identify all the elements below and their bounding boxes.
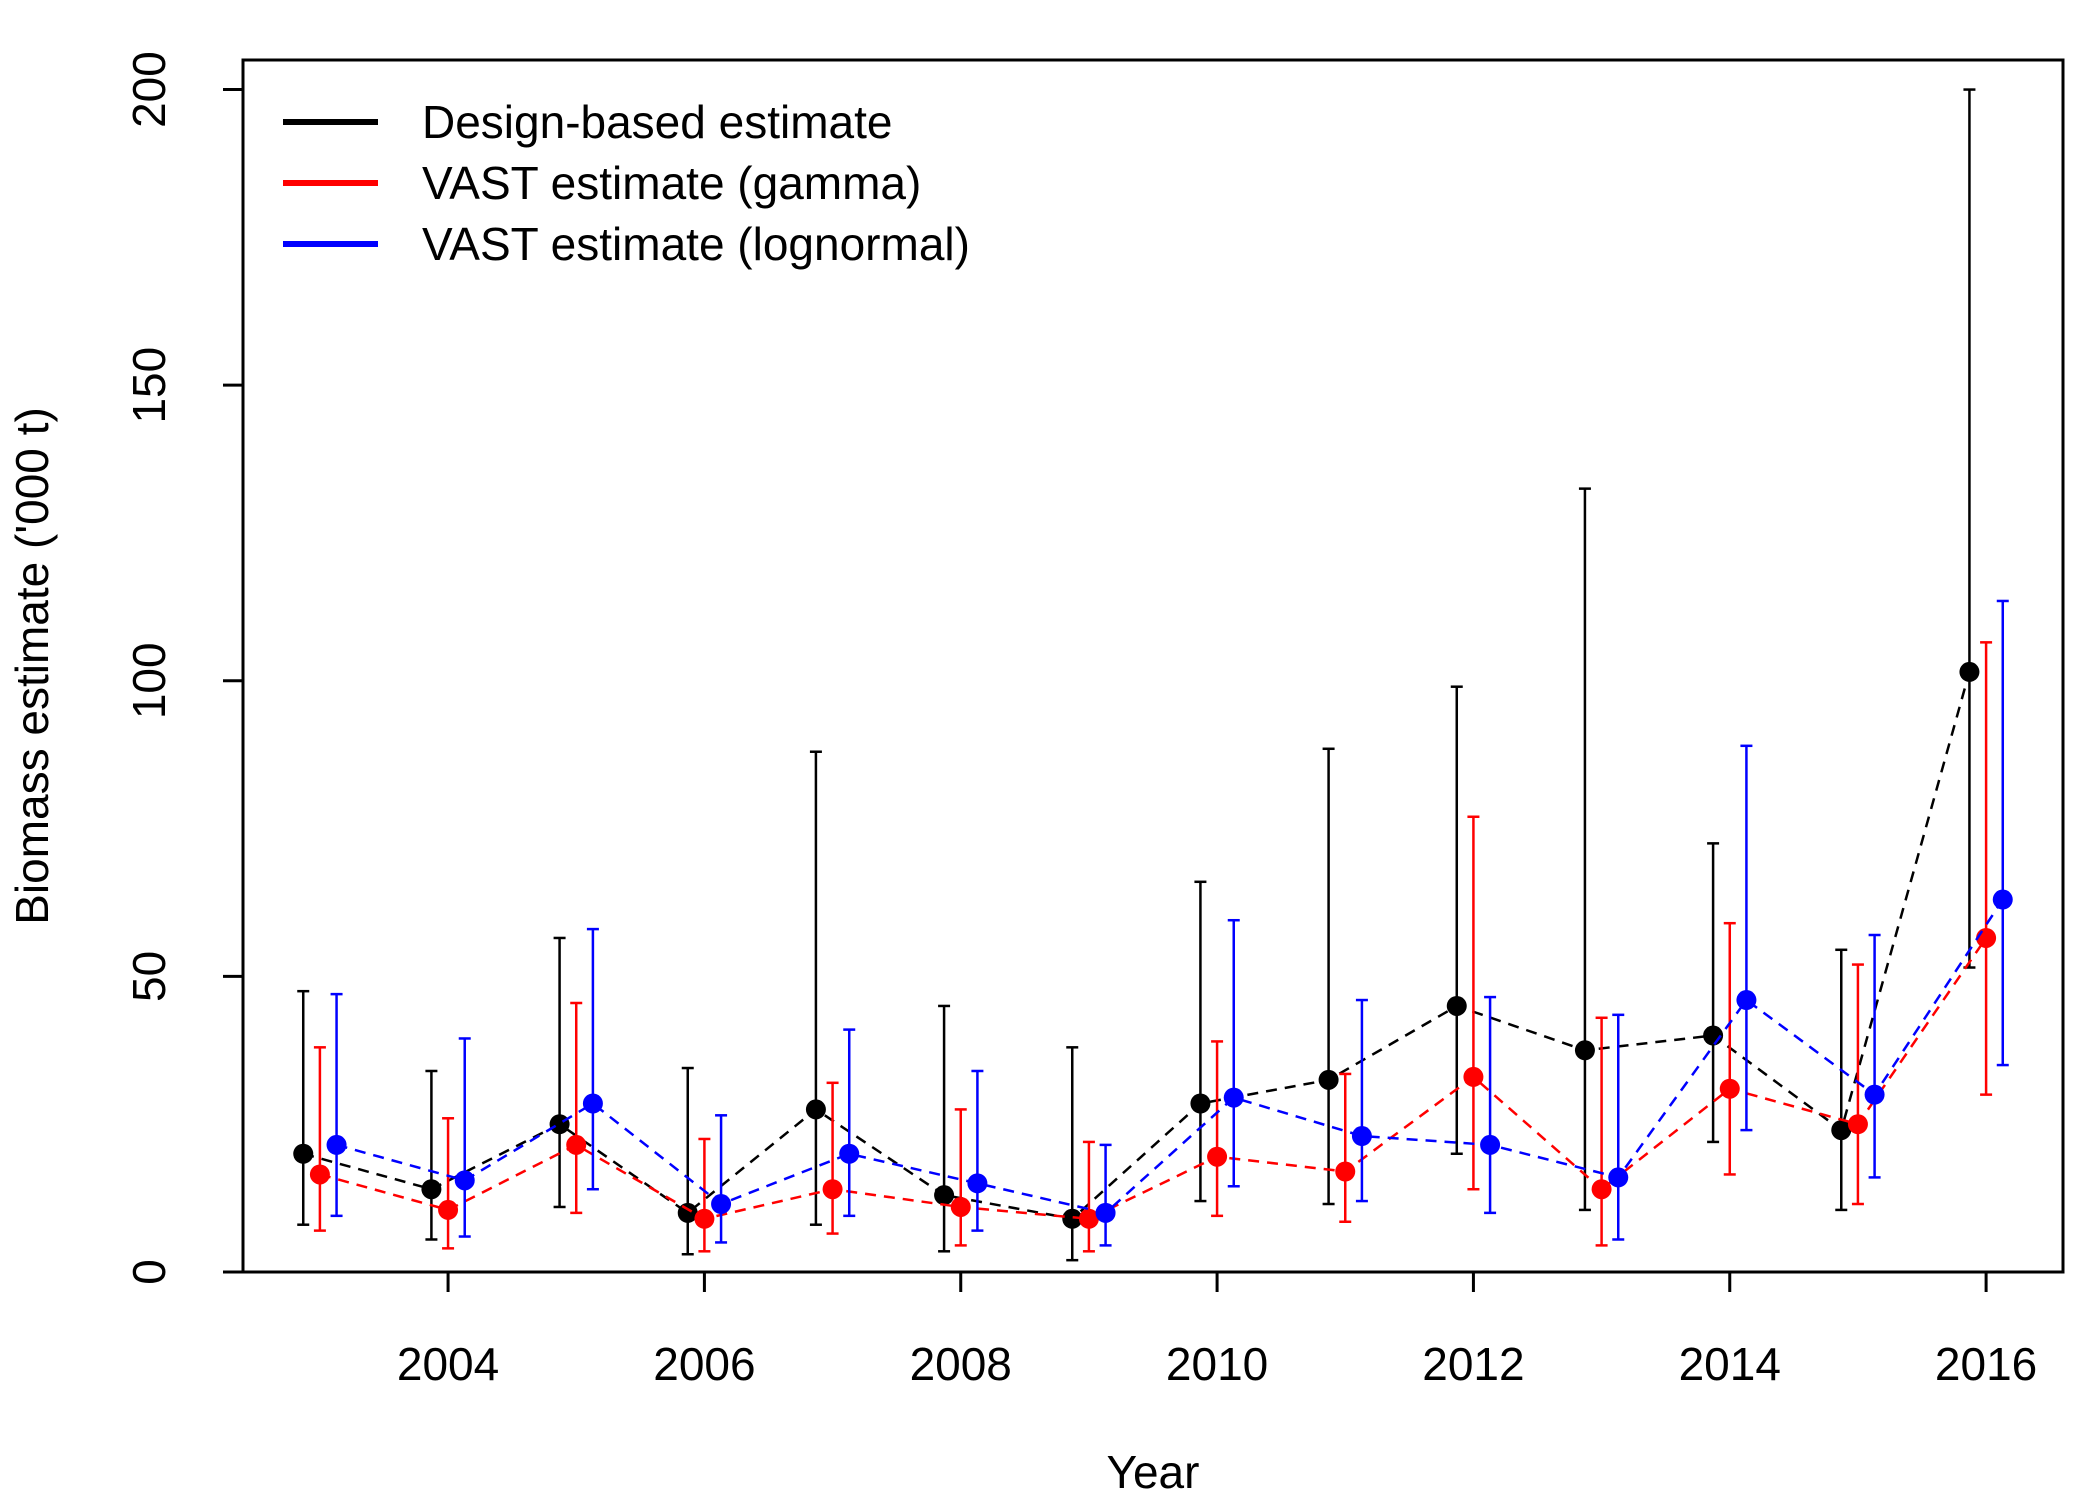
x-tick-label: 2008	[910, 1338, 1012, 1390]
data-point	[1463, 1066, 1484, 1087]
series-line	[336, 898, 2004, 1215]
y-axis: 0 50 100 150 200	[123, 51, 245, 1285]
series-2	[309, 641, 1997, 1253]
data-point	[822, 1179, 843, 1200]
data-point	[694, 1208, 715, 1229]
series-layer	[293, 88, 2013, 1262]
x-axis-title: Year	[1107, 1446, 1200, 1498]
legend: Design-based estimate VAST estimate (gamm…	[283, 96, 970, 270]
legend-label: Design-based estimate	[422, 96, 892, 148]
data-point	[967, 1173, 988, 1194]
data-point	[1608, 1167, 1629, 1188]
data-point	[1095, 1202, 1116, 1223]
x-tick-label: 2006	[653, 1338, 755, 1390]
data-point	[549, 1114, 570, 1135]
data-point	[1351, 1126, 1372, 1147]
data-point	[1574, 1040, 1595, 1061]
data-point	[1847, 1114, 1868, 1135]
data-point	[1992, 889, 2013, 910]
series-3	[326, 599, 2013, 1247]
x-tick-label: 2016	[1935, 1338, 2037, 1390]
data-point	[1446, 995, 1467, 1016]
data-point	[326, 1134, 347, 1155]
legend-label: VAST estimate (lognormal)	[422, 218, 970, 270]
y-tick-label: 200	[123, 51, 175, 128]
x-tick-label: 2012	[1422, 1338, 1524, 1390]
data-point	[1976, 927, 1997, 948]
data-point	[1719, 1078, 1740, 1099]
series-1	[293, 88, 1980, 1262]
y-axis-title: Biomass estimate ('000 t)	[6, 407, 58, 925]
data-point	[293, 1143, 314, 1164]
data-point	[1831, 1120, 1852, 1141]
series-line	[319, 937, 1988, 1221]
y-tick-label: 0	[123, 1259, 175, 1285]
data-point	[934, 1185, 955, 1206]
data-point	[1207, 1146, 1228, 1167]
data-point	[839, 1143, 860, 1164]
data-point	[1736, 990, 1757, 1011]
data-point	[309, 1164, 330, 1185]
data-point	[566, 1134, 587, 1155]
x-axis: 2004 2006 2008 2010 2012 2014 2016	[397, 1270, 2037, 1390]
data-point	[1864, 1084, 1885, 1105]
data-point	[421, 1179, 442, 1200]
x-tick-label: 2014	[1679, 1338, 1781, 1390]
data-point	[1078, 1208, 1099, 1229]
series-line	[302, 671, 1971, 1221]
data-point	[1959, 661, 1980, 682]
y-tick-label: 150	[123, 347, 175, 424]
data-point	[1480, 1134, 1501, 1155]
data-point	[1190, 1093, 1211, 1114]
data-point	[582, 1093, 603, 1114]
x-tick-label: 2010	[1166, 1338, 1268, 1390]
x-tick-label: 2004	[397, 1338, 499, 1390]
data-point	[1335, 1161, 1356, 1182]
data-point	[438, 1199, 459, 1220]
data-point	[677, 1202, 698, 1223]
y-tick-label: 100	[123, 642, 175, 719]
legend-label: VAST estimate (gamma)	[422, 157, 921, 209]
data-point	[1591, 1179, 1612, 1200]
data-point	[711, 1194, 732, 1215]
data-point	[950, 1196, 971, 1217]
data-point	[454, 1170, 475, 1191]
data-point	[1318, 1069, 1339, 1090]
y-tick-label: 50	[123, 951, 175, 1002]
data-point	[805, 1099, 826, 1120]
data-point	[1062, 1208, 1083, 1229]
data-point	[1223, 1087, 1244, 1108]
